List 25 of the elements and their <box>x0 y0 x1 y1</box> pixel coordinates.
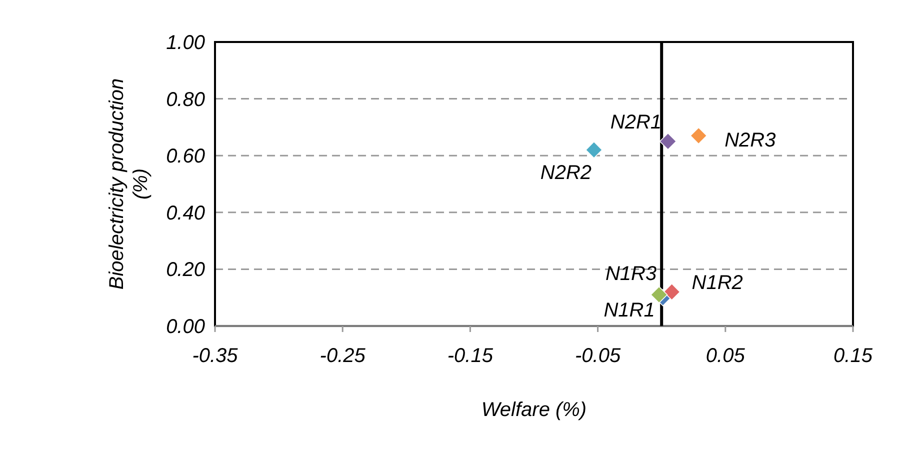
x-tick-label: -0.15 <box>447 345 494 367</box>
x-tick-label: 0.15 <box>834 345 874 367</box>
series-label: N1R3 <box>605 262 657 285</box>
point <box>659 132 677 150</box>
y-tick-label: 0.20 <box>166 259 205 282</box>
y-tick-label: 0.00 <box>166 316 205 338</box>
series-label: N1R1 <box>604 300 655 322</box>
x-axis-title: Welfare (%) <box>481 399 587 421</box>
x-tick-label: -0.05 <box>575 345 622 367</box>
x-tick-label: -0.35 <box>192 345 239 367</box>
point <box>650 286 668 304</box>
point <box>663 283 680 300</box>
series-label: N2R1 <box>610 111 662 134</box>
point <box>690 127 708 144</box>
y-tick-label: 0.60 <box>166 146 205 168</box>
y-tick-label: 0.80 <box>166 88 205 111</box>
y-tick-label: 1.00 <box>166 32 205 54</box>
series-label: N2R2 <box>540 162 592 184</box>
series-label: N1R2 <box>692 272 743 294</box>
x-tick-label: 0.05 <box>706 345 746 367</box>
point <box>585 141 603 158</box>
y-axis-title: Bioelectricity production (%) <box>106 78 152 290</box>
series-label: N2R3 <box>724 130 776 152</box>
y-tick-label: 0.40 <box>166 202 205 224</box>
x-tick-label: -0.25 <box>320 345 366 367</box>
